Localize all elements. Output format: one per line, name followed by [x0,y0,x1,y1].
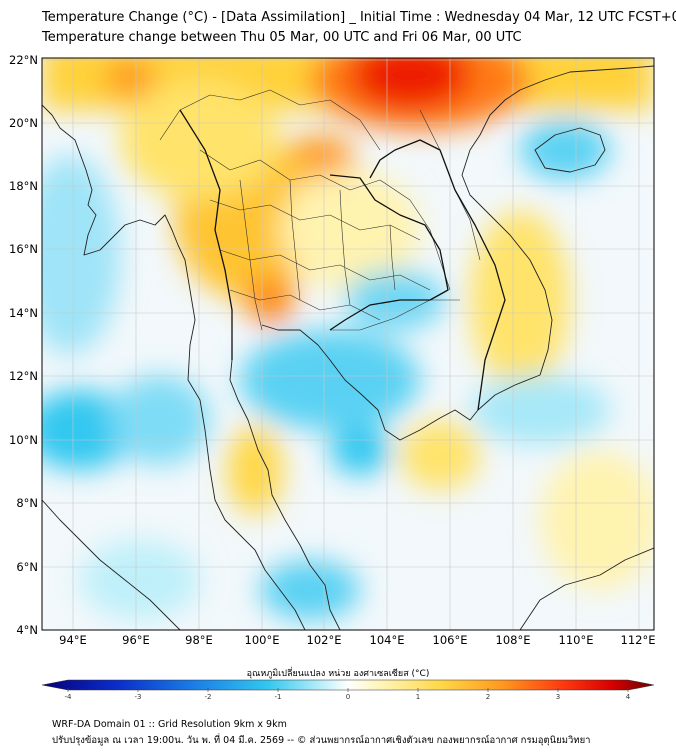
lon-label: 112°E [621,633,656,647]
lon-label: 108°E [496,633,531,647]
lat-label: 20°N [9,116,38,130]
colorbar-tick-label: 0 [346,693,350,701]
national-borders [179,109,506,411]
footer-model-info: WRF-DA Domain 01 :: Grid Resolution 9km … [52,719,287,730]
coastline-gulf-of-thailand [229,359,341,630]
coastline-borneo [519,547,654,630]
colorbar-tick-label: -1 [275,693,282,701]
map-frame [41,57,655,631]
coastline-sumatra [42,499,181,630]
longitude-labels: 94°E 96°E 98°E 100°E 102°E 104°E 106°E 1… [59,633,655,647]
lat-label: 4°N [16,623,38,637]
colorbar: -4 -3 -2 -1 0 1 2 3 4 [41,679,655,701]
lat-label: 10°N [9,433,38,447]
map-title-line2: Temperature change between Thu 05 Mar, 0… [42,30,522,45]
lon-label: 98°E [185,633,213,647]
colorbar-tick-label: -3 [135,693,142,701]
lon-label: 104°E [370,633,405,647]
coastline-gulf-west [261,324,479,441]
footer-credit: ปรับปรุงข้อมูล ณ เวลา 19:00น. วัน พ. ที่… [52,735,591,746]
colorbar-tick-label: -4 [65,693,73,701]
lat-label: 16°N [9,242,38,256]
lon-label: 102°E [307,633,342,647]
colorbar-tick-label: -2 [205,693,212,701]
lon-label: 96°E [122,633,150,647]
colorbar-tick-label: 2 [486,693,490,701]
lat-label: 6°N [16,560,38,574]
lon-label: 106°E [433,633,468,647]
coastline-bay-of-bengal [42,104,306,630]
lon-label: 100°E [245,633,280,647]
lon-label: 94°E [59,633,87,647]
lat-label: 14°N [9,306,38,320]
lat-label: 22°N [9,53,38,67]
lon-label: 110°E [559,633,594,647]
colorbar-tick-label: 4 [626,693,631,701]
map-title-line1: Temperature Change (°C) - [Data Assimila… [42,10,676,25]
map-gridlines [42,58,654,630]
colorbar-title: อุณหภูมิเปลี่ยนแปลง หน่วย องศาเซลเซียส (… [246,669,430,679]
colorbar-tick-label: 1 [416,693,420,701]
colorbar-tick-label: 3 [556,693,560,701]
coastline-vietnam [461,65,654,411]
temperature-field [42,58,654,630]
lat-label: 8°N [16,496,38,510]
lat-label: 18°N [9,179,38,193]
lat-label: 12°N [9,369,38,383]
colorbar-ticks: -4 -3 -2 -1 0 1 2 3 4 [65,688,631,701]
coastline-hainan [534,127,606,173]
latitude-labels: 22°N 20°N 18°N 16°N 14°N 12°N 10°N 8°N 6… [9,53,38,637]
